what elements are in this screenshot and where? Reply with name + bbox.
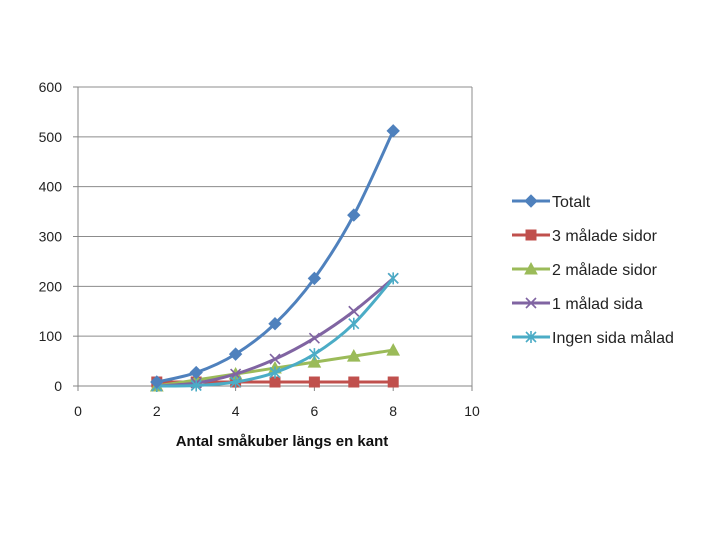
y-tick-label: 400 [39,179,63,195]
x-tick-label: 4 [232,403,240,419]
data-point [189,365,203,380]
data-point [348,317,360,330]
x-tick-label: 6 [311,403,319,419]
x-tick-labels: 0 2 4 6 8 10 [74,403,480,419]
y-tick-label: 100 [39,328,63,344]
data-point [307,355,322,368]
x-axis-label: Antal småkuber längs en kant [176,433,389,450]
data-point [387,376,399,388]
legend-item-1: 3 målade sidor [512,227,658,245]
legend-item-4: Ingen sida målad [512,329,674,347]
y-tick-label: 300 [39,229,63,245]
x-tick-label: 8 [389,403,397,419]
y-tick-label: 600 [39,79,63,95]
legend-marker [524,261,538,275]
legend-marker [525,229,537,241]
plot-area [149,124,401,392]
legend-item-0: Totalt [512,194,591,211]
series-0 [150,124,400,389]
legend-marker [525,331,537,343]
data-point [348,305,360,317]
data-point [268,317,282,331]
data-point [347,208,361,222]
data-point [190,379,202,392]
data-point [269,353,281,365]
legend-marker [524,194,538,208]
y-tick-label: 500 [39,129,63,145]
y-tick-label: 0 [54,378,62,394]
legend-label: 2 målade sidor [552,261,658,279]
data-point [386,343,401,356]
data-point [308,332,320,344]
y-tick-label: 200 [39,278,63,294]
y-tick-labels: 0 100 200 300 400 500 600 [39,79,63,394]
data-point [348,376,360,388]
data-point [228,347,243,361]
data-point [346,349,361,362]
data-point [387,272,399,285]
legend-label: Ingen sida målad [552,329,674,347]
data-point [230,368,242,380]
data-point [150,375,164,389]
data-point [230,376,242,389]
data-point [269,366,281,379]
data-point [308,376,320,388]
legend-label: Totalt [552,194,591,211]
x-tick-label: 2 [153,403,161,419]
legend-marker [525,297,537,309]
legend-item-2: 2 målade sidor [512,261,658,279]
gridlines [78,86,473,386]
data-point [386,124,400,138]
data-point [307,271,322,286]
legend-item-3: 1 målad sida [512,295,643,313]
x-tick-label: 0 [74,403,82,419]
data-point [308,348,320,361]
x-tick-label: 10 [464,403,480,419]
legend-label: 3 målade sidor [552,227,658,245]
legend-label: 1 målad sida [552,295,643,313]
legend: Totalt 3 målade sidor 2 målade sidor 1 måla… [512,194,674,347]
